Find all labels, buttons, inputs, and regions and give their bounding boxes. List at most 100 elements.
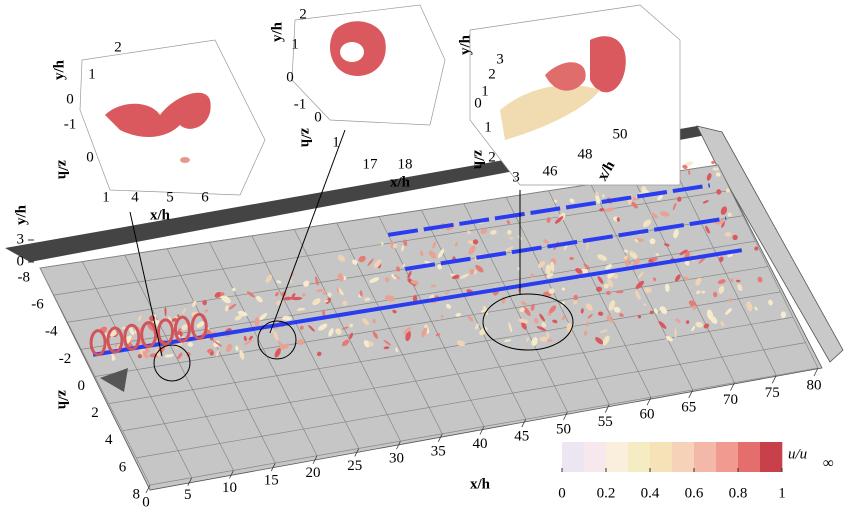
vortex-ring <box>89 329 107 357</box>
vortex-blob <box>608 318 614 323</box>
vortex-blob <box>541 322 547 328</box>
vortex-blob <box>605 290 611 296</box>
vortex-blob <box>585 303 593 311</box>
vortex-blob <box>175 341 183 349</box>
vortex-blob <box>402 263 406 268</box>
vortex-blob <box>665 283 670 293</box>
vortex-blob <box>691 305 697 310</box>
vortex-blob <box>182 308 186 314</box>
inset-tick-label: 17 <box>363 156 379 172</box>
vortex-blob <box>232 287 236 292</box>
vortex-blob <box>137 315 142 322</box>
vortex-blob <box>508 322 513 333</box>
vortex-blob <box>444 291 450 295</box>
vortex-blob <box>412 295 418 303</box>
colorbar-tick-label: 0.8 <box>729 485 748 501</box>
y-axis-label: y/h <box>13 204 29 225</box>
tick-mark <box>270 462 276 472</box>
vortex-blob <box>440 314 444 318</box>
vortex-blob <box>583 263 591 270</box>
vortex-blob <box>506 220 510 225</box>
vortex-blob <box>428 250 437 259</box>
z-tick-label: -2 <box>59 351 72 367</box>
vortex-blob <box>435 333 441 337</box>
vortex-blob <box>602 194 605 198</box>
vortex-blob <box>282 296 293 301</box>
vortex-blob <box>724 232 732 237</box>
vortex-blob <box>248 335 253 341</box>
vortex-blob <box>367 258 374 267</box>
x-tick-label: 70 <box>723 392 738 408</box>
vortex-blob <box>349 323 354 328</box>
vortex-blob <box>717 279 726 284</box>
jet-line <box>387 183 711 237</box>
vortex-blob <box>575 268 583 274</box>
tick-mark <box>145 484 151 494</box>
vortex-blob <box>548 288 555 294</box>
vortex-blob <box>655 253 660 257</box>
vortex-blob <box>713 291 718 298</box>
vortex-blob <box>613 306 621 313</box>
tick-mark <box>229 470 234 479</box>
x-tick-label: 45 <box>514 429 529 445</box>
vortex-blob <box>602 335 610 346</box>
vortex-blob <box>239 349 245 360</box>
vortex-blob <box>659 211 670 217</box>
vortex-blob <box>554 216 564 224</box>
tick-mark <box>688 389 694 399</box>
vortex-blob <box>635 290 641 300</box>
vortex-blob <box>385 277 390 283</box>
vortex-blob <box>315 276 319 286</box>
vortex-blob <box>728 298 733 302</box>
x-tick-label: 5 <box>184 487 192 503</box>
vortex-blob <box>718 256 724 262</box>
vortex-blob <box>607 278 614 288</box>
z-tick-label: 4 <box>105 432 113 448</box>
inset-tick-label: 48 <box>578 146 593 162</box>
vortex-blob <box>137 354 142 359</box>
vortex-blob <box>168 316 172 322</box>
vortex-blob <box>631 201 638 209</box>
vortex-blob <box>468 245 476 255</box>
y-tick-label: 0 <box>17 253 25 269</box>
vortex-blob <box>597 276 604 284</box>
x-tick-label: 35 <box>431 443 446 459</box>
vortex-blob <box>392 309 397 314</box>
colorbar-label: u/u <box>788 446 807 462</box>
vortex-blob <box>296 307 306 311</box>
inset-x-label: x/h <box>150 207 171 223</box>
inset-tick-label: 1 <box>291 36 299 52</box>
z-tick-label: 8 <box>133 486 141 502</box>
inset-tick-label: 1 <box>481 83 489 99</box>
vortex-blob <box>715 172 721 177</box>
inlet-marker <box>100 368 128 392</box>
vortex-blob <box>569 256 574 261</box>
inset-tick-label: 2 <box>488 66 496 82</box>
vortex-blob <box>605 264 613 270</box>
vortex-blob <box>706 173 712 181</box>
vortex-blob <box>410 280 419 285</box>
vortex-blob <box>341 326 349 330</box>
vortex-blob <box>147 322 156 332</box>
vortex-blob <box>121 326 126 330</box>
vortex-blob <box>312 298 321 306</box>
vortex-blob <box>679 249 688 256</box>
vortex-blob <box>164 354 174 358</box>
colorbar-tick-label: 0.6 <box>685 485 704 501</box>
vortex-blob <box>684 260 690 266</box>
vortex-blob <box>521 322 527 330</box>
vortex-blob <box>220 292 225 297</box>
vortex-blob <box>469 268 475 275</box>
vortex-blob <box>595 191 599 197</box>
side-wall <box>696 125 844 363</box>
vortex-blob <box>632 258 641 267</box>
vortex-blob <box>424 324 428 328</box>
vortex-blob <box>688 300 697 308</box>
inset-tick-label: 4 <box>131 189 139 205</box>
vortex-blob <box>658 320 667 329</box>
vortex-blob <box>273 330 279 341</box>
vortex-ring <box>173 315 191 343</box>
vortex-blob <box>337 287 344 296</box>
vortex-blob <box>403 327 412 335</box>
